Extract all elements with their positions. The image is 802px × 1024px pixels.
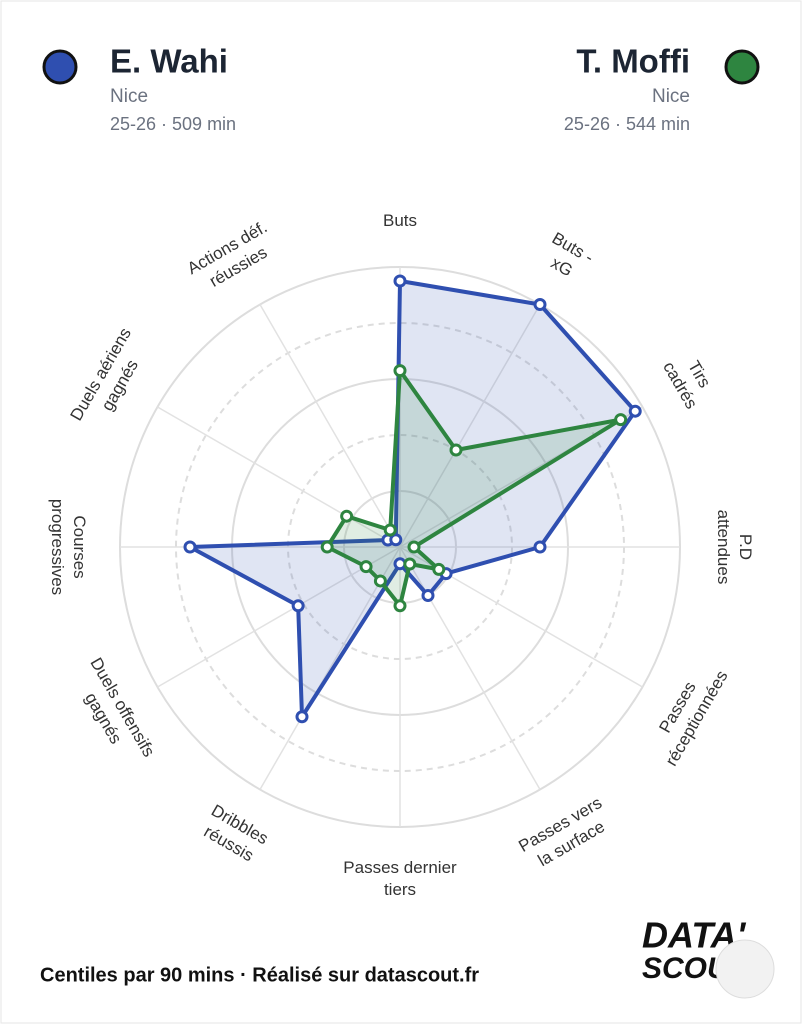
- radar-point: [533, 298, 547, 312]
- spoke: [157, 406, 401, 548]
- axis-label: Passes dernier tiers: [343, 858, 457, 899]
- footer-text: Centiles par 90 mins · Réalisé sur datas…: [40, 964, 479, 986]
- radar-point: [449, 443, 463, 457]
- spoke: [399, 304, 541, 548]
- axis-label-line: Buts: [383, 211, 417, 230]
- legend-marker: [724, 49, 760, 85]
- player-team: Nice: [110, 86, 148, 107]
- radar-point: [320, 540, 334, 554]
- radar-point: [628, 404, 642, 418]
- axis-label-line: Passes dernier: [343, 858, 457, 877]
- radar-point: [183, 540, 197, 554]
- player-team: Nice: [652, 86, 690, 107]
- radar-point: [421, 588, 435, 602]
- player-name: E. Wahi: [110, 43, 228, 80]
- spoke: [157, 546, 401, 688]
- radar-point: [407, 540, 421, 554]
- legend-marker: [42, 49, 78, 85]
- radar-point: [432, 562, 446, 576]
- radar-point: [291, 599, 305, 613]
- axis-label: P.Dattendues: [714, 510, 755, 585]
- axis-label: Coursesprogressives: [48, 499, 89, 595]
- axis-label: Buts: [383, 211, 417, 230]
- radar-point: [533, 540, 547, 554]
- scan-button: [715, 939, 775, 999]
- axis-label-line: Courses: [70, 515, 89, 578]
- axis-label-line: progressives: [48, 499, 67, 595]
- radar-point: [389, 533, 403, 547]
- axis-label-line: attendues: [714, 510, 733, 585]
- spoke: [259, 304, 401, 548]
- radar-point: [373, 574, 387, 588]
- radar-point: [393, 274, 407, 288]
- spoke: [259, 546, 401, 790]
- radar-point: [359, 560, 373, 574]
- radar-point: [393, 599, 407, 613]
- player-info: 25-26 · 544 min: [564, 114, 690, 134]
- axis-label-line: tiers: [384, 880, 416, 899]
- radar-point: [295, 710, 309, 724]
- radar-point: [403, 557, 417, 571]
- radar-point: [393, 364, 407, 378]
- radar-point: [614, 413, 628, 427]
- player-info: 25-26 · 509 min: [110, 114, 236, 134]
- radar-point: [340, 509, 354, 523]
- axis-label-line: P.D: [736, 534, 755, 560]
- player-name: T. Moffi: [576, 43, 690, 80]
- radar-point: [383, 523, 397, 537]
